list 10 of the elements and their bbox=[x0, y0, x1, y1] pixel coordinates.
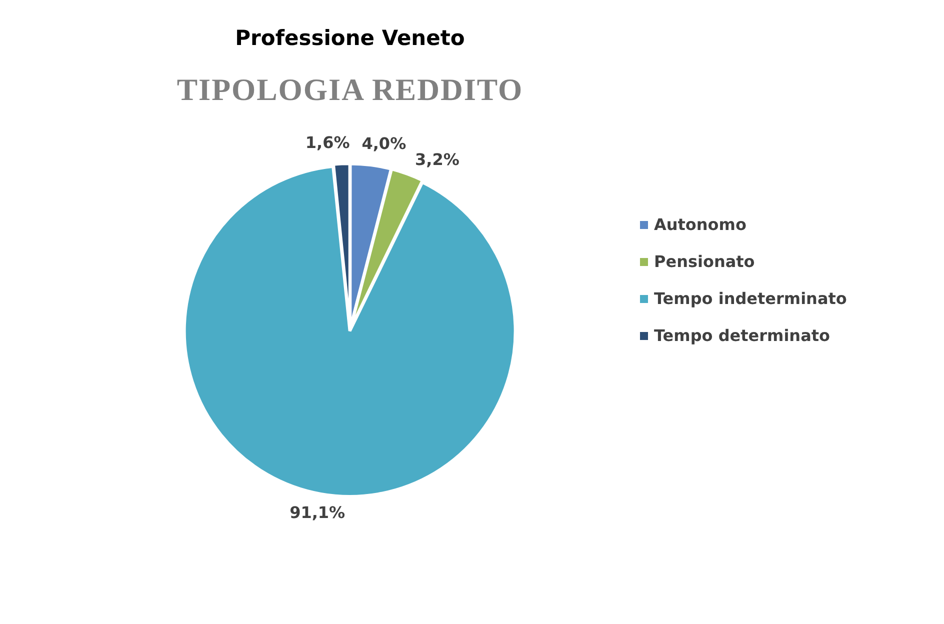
chart-title: Professione Veneto bbox=[234, 26, 466, 50]
legend-label: Tempo determinato bbox=[654, 326, 830, 345]
data-label: 3,2% bbox=[415, 150, 460, 170]
legend-label: Tempo indeterminato bbox=[654, 289, 847, 308]
chart-subtitle: TIPOLOGIA REDDITO bbox=[176, 72, 524, 108]
data-label: 91,1% bbox=[290, 502, 346, 522]
legend-label: Pensionato bbox=[654, 252, 755, 271]
data-label: 1,6% bbox=[305, 132, 350, 152]
data-label: 4,0% bbox=[362, 134, 406, 154]
legend-label: Autonomo bbox=[654, 215, 746, 234]
